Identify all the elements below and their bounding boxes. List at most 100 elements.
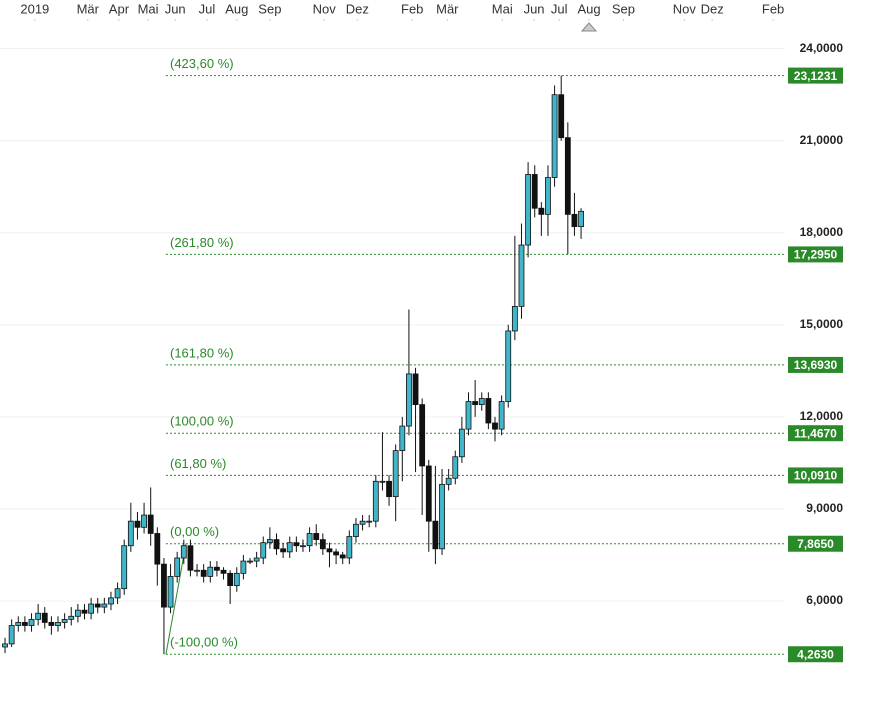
y-tick-label: 12,0000 — [800, 409, 844, 423]
fib-value-box — [788, 467, 843, 484]
x-tick-label: 2019 — [20, 1, 49, 16]
x-tick-label: Mai — [492, 1, 513, 16]
fib-value-label: 13,6930 — [794, 358, 838, 372]
candle-body — [399, 425, 406, 452]
candle-body — [147, 514, 154, 534]
y-tick-label: 6,0000 — [806, 593, 843, 607]
candle-body — [545, 177, 551, 215]
candle-body — [425, 465, 432, 522]
candle-body — [74, 609, 81, 617]
candle-body — [200, 569, 207, 577]
candle-body — [28, 618, 35, 626]
x-tick-label: Apr — [109, 1, 130, 16]
candle-body — [94, 603, 101, 608]
fib-value-box — [788, 67, 843, 84]
candle-body — [571, 213, 578, 228]
candle-body — [558, 94, 565, 139]
candle-body — [154, 533, 161, 565]
candle-body — [564, 137, 571, 215]
candle-body — [379, 480, 386, 483]
fib-value-box — [788, 535, 843, 552]
candle-body — [260, 542, 267, 559]
candle-body — [492, 422, 498, 430]
candle-body — [293, 542, 300, 547]
candle-body — [233, 572, 240, 587]
x-tick-label: Mär — [77, 1, 100, 16]
candle-body — [353, 523, 359, 537]
candle-body — [326, 548, 333, 553]
x-tick-label: Jul — [551, 1, 568, 16]
fib-label: (0,00 %) — [170, 524, 219, 539]
candle-body — [280, 548, 287, 553]
x-tick-label: Mai — [138, 1, 159, 16]
fib-value-label: 10,0910 — [794, 469, 838, 483]
fib-label: (423,60 %) — [170, 56, 234, 71]
fib-label: (61,80 %) — [170, 456, 226, 471]
x-tick-label: Mär — [436, 1, 459, 16]
fib-label: (261,80 %) — [170, 235, 234, 250]
candle-body — [187, 545, 194, 571]
candle-body — [2, 643, 8, 648]
y-tick-label: 21,0000 — [800, 133, 844, 147]
candle-body — [392, 450, 399, 498]
candle-body — [55, 622, 61, 626]
candle-body — [286, 542, 293, 553]
candle-body — [141, 514, 147, 528]
x-tick-label: Sep — [612, 1, 635, 16]
x-tick-label: Dez — [701, 1, 724, 16]
candle-body — [346, 536, 353, 559]
candle-body — [359, 520, 366, 525]
candle-body — [372, 480, 379, 522]
candle-body — [578, 210, 584, 228]
candle-body — [15, 622, 22, 626]
fib-value-box — [788, 646, 843, 663]
candle-body — [127, 520, 134, 547]
candle-body — [445, 477, 452, 485]
candle-body — [505, 330, 512, 402]
range-marker[interactable] — [580, 22, 598, 32]
fib-value-box — [788, 356, 843, 373]
candle-body — [465, 401, 472, 430]
candle-body — [121, 545, 128, 590]
candle-body — [485, 398, 492, 424]
fib-value-label: 17,2950 — [794, 248, 838, 262]
candle-body — [81, 609, 88, 614]
candle-body — [180, 545, 187, 559]
candle-body — [498, 401, 505, 430]
candle-body — [161, 563, 167, 608]
candle-body — [452, 456, 459, 479]
candle-body — [194, 569, 200, 572]
candle-body — [306, 533, 313, 547]
fib-label: (100,00 %) — [170, 414, 234, 429]
candle-body — [21, 622, 28, 626]
candle-body — [511, 306, 518, 332]
candle-body — [531, 174, 538, 209]
y-tick-label: 9,0000 — [806, 501, 843, 515]
candle-body — [8, 625, 15, 645]
candle-body — [253, 557, 260, 562]
candle-body — [266, 539, 273, 544]
y-tick-label: 15,0000 — [800, 317, 844, 331]
y-tick-label: 18,0000 — [800, 225, 844, 239]
candle-body — [472, 401, 479, 405]
x-tick-label: Jul — [199, 1, 216, 16]
fib-value-label: 4,2630 — [797, 647, 834, 661]
candle-body — [134, 520, 141, 528]
candle-body — [61, 618, 68, 623]
x-tick-label: Dez — [346, 1, 369, 16]
candle-body — [319, 539, 326, 550]
candle-body — [412, 373, 419, 405]
fib-anchor-line — [165, 543, 187, 655]
candle-body — [525, 174, 532, 246]
candle-body — [333, 551, 339, 556]
candle-body — [313, 533, 320, 540]
candle-body — [35, 612, 42, 620]
fib-value-box — [788, 246, 843, 263]
fib-value-label: 23,1231 — [794, 69, 838, 83]
candle-body — [207, 566, 214, 577]
candle-body — [114, 588, 121, 599]
x-tick-label: Jun — [165, 1, 186, 16]
candle-body — [551, 94, 558, 178]
